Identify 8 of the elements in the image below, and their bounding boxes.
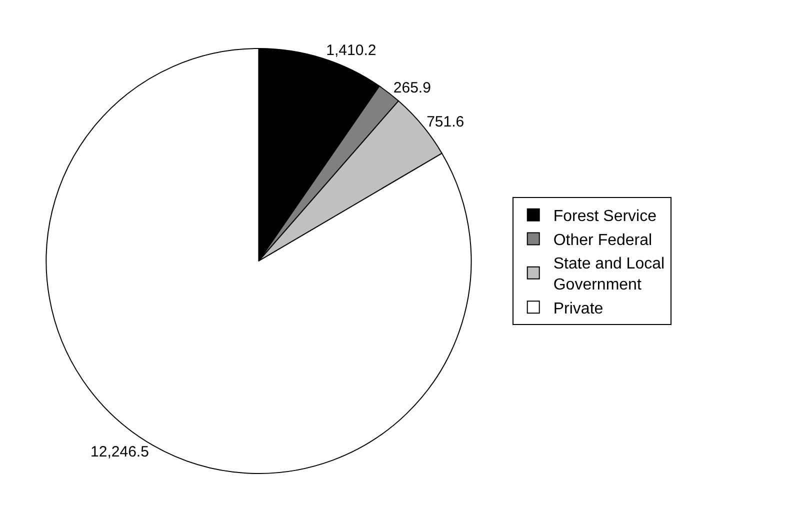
data-label: 265.9 <box>393 79 431 96</box>
legend-label: Private <box>553 300 604 318</box>
legend-label: State and Local Government <box>553 256 665 294</box>
data-label: 1,410.2 <box>326 42 376 59</box>
data-label: 751.6 <box>426 113 464 130</box>
legend-label: Other Federal <box>553 232 652 249</box>
data-label: 12,246.5 <box>90 443 149 460</box>
legend-label: Forest Service <box>553 208 657 226</box>
